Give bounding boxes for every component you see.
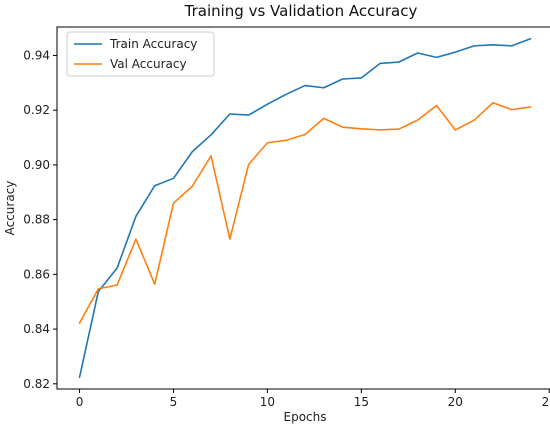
y-tick-label: 0.94 — [23, 48, 50, 62]
series-line-train-accuracy — [78, 37, 532, 379]
x-tick-label: 15 — [354, 395, 369, 409]
legend: Train Accuracy Val Accuracy — [66, 31, 215, 77]
series-line-val-accuracy — [78, 101, 532, 324]
y-tick-label: 0.82 — [23, 377, 50, 391]
legend-label: Val Accuracy — [110, 57, 187, 71]
y-tick-label: 0.90 — [23, 158, 50, 172]
y-tick-label: 0.92 — [23, 103, 50, 117]
plot-frame — [56, 26, 550, 390]
x-tick-label: 0 — [76, 395, 84, 409]
y-tick-label: 0.84 — [23, 322, 50, 336]
x-tick-label: 5 — [170, 395, 178, 409]
axis-ticks: 0 5 10 15 20 25 0.82 0.84 0.86 0.88 0.90 0.92 0.94 — [23, 48, 550, 409]
legend-box — [66, 31, 215, 77]
x-axis-title: Epochs — [284, 410, 327, 424]
x-tick-label: 20 — [448, 395, 463, 409]
x-tick-label: 10 — [260, 395, 275, 409]
x-tick-label: 25 — [542, 395, 550, 409]
legend-label: Train Accuracy — [109, 37, 197, 51]
y-axis-title: Accuracy — [3, 181, 17, 236]
plot-area — [78, 37, 532, 379]
y-tick-label: 0.86 — [23, 267, 50, 281]
y-tick-label: 0.88 — [23, 213, 50, 227]
chart-title: Training vs Validation Accuracy — [184, 2, 418, 20]
